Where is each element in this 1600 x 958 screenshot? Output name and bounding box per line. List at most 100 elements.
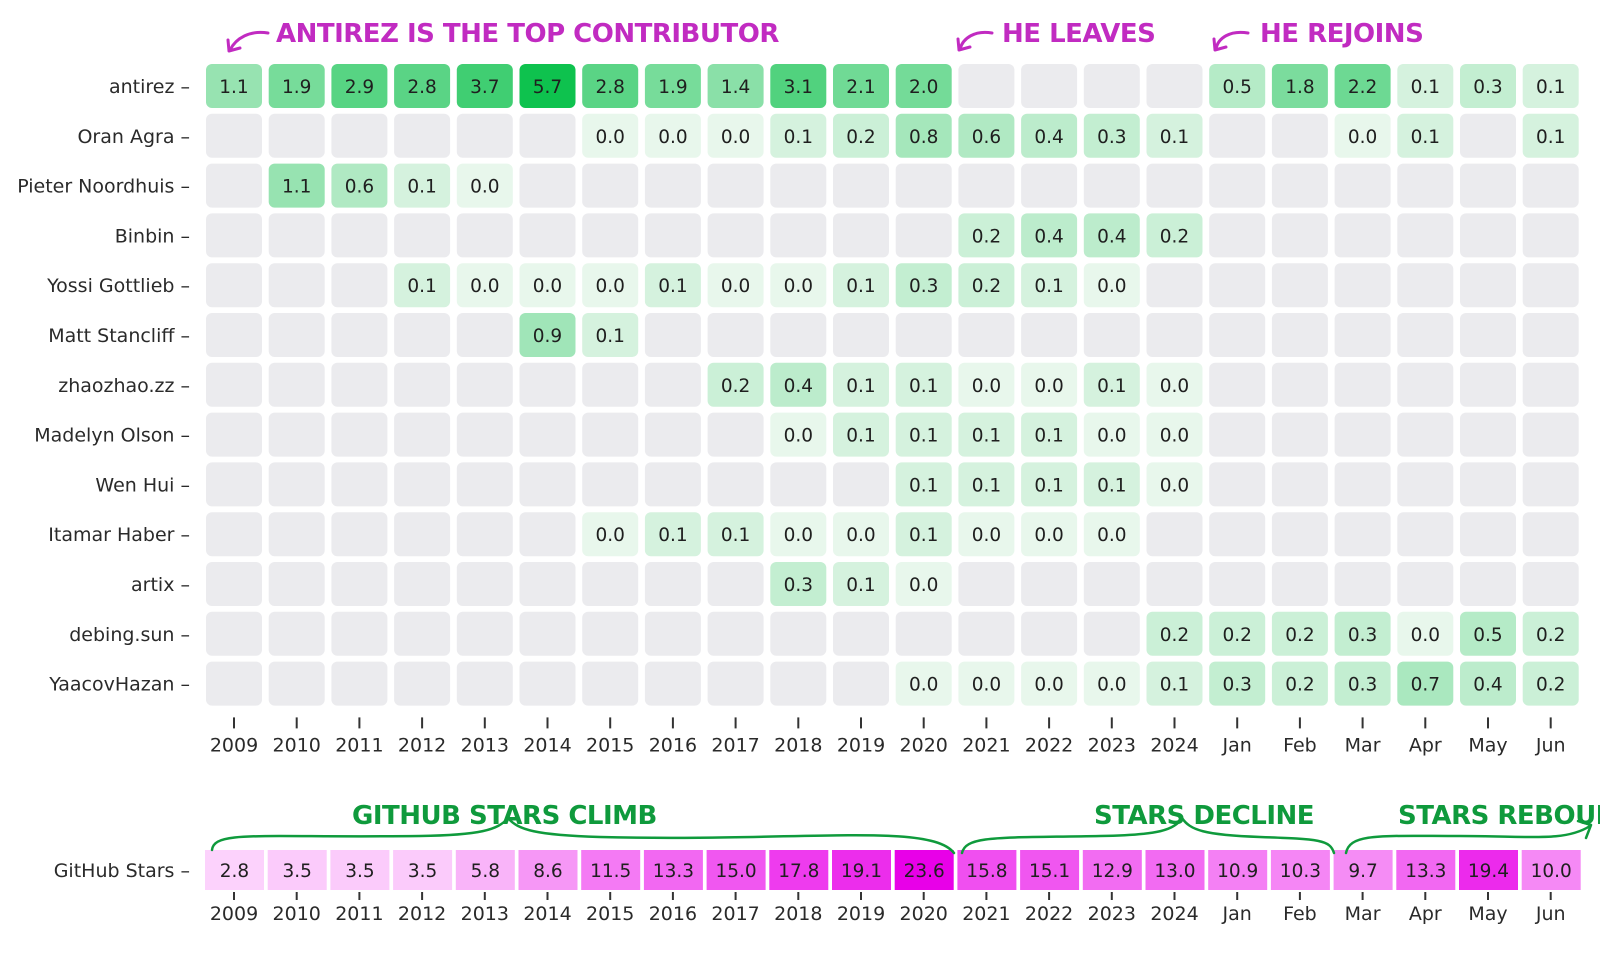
heatmap-cell	[206, 113, 262, 158]
cell-value: 1.4	[721, 77, 750, 98]
heatmap-cell	[1397, 362, 1454, 407]
heatmap-cell	[1334, 113, 1391, 158]
heatmap-cell	[582, 512, 639, 557]
heatmap-cell	[833, 213, 889, 258]
heatmap-cell	[206, 562, 262, 606]
stars-cell	[393, 850, 453, 890]
x-tick-label: 2014	[523, 734, 571, 756]
cell-value: 0.0	[470, 177, 499, 198]
stars-x-tick-label: 2010	[273, 903, 321, 925]
cell-value: 0.4	[1097, 226, 1126, 247]
x-tick-label: 2019	[837, 734, 885, 756]
stars-value: 23.6	[904, 861, 945, 882]
heatmap-cell	[456, 113, 513, 158]
heatmap-cell	[707, 462, 764, 507]
heatmap-cell	[1460, 213, 1516, 258]
heatmap-cell	[456, 562, 513, 606]
heatmap-cell	[331, 113, 388, 158]
heatmap-cell	[1209, 512, 1266, 557]
heatmap-cell	[1083, 64, 1140, 108]
cell-value: 0.0	[784, 276, 813, 297]
arrowhead-he-leaves	[956, 37, 972, 52]
heatmap-cell	[1021, 163, 1078, 208]
stars-cell	[455, 850, 515, 890]
heatmap-cell	[268, 113, 325, 158]
cell-value: 2.2	[1348, 77, 1377, 98]
arrowhead-stars-rebound	[1576, 819, 1593, 840]
heatmap-cell	[1209, 462, 1266, 507]
heatmap-cell	[958, 163, 1015, 208]
heatmap-cell	[1460, 412, 1516, 457]
stars-cell	[1082, 850, 1142, 890]
stars-cell	[1333, 850, 1393, 890]
annotation-he-leaves: HE LEAVES	[1002, 19, 1155, 49]
cell-value: 0.0	[1034, 675, 1063, 696]
cell-value: 0.2	[721, 376, 750, 397]
heatmap-cell	[519, 562, 576, 606]
heatmap-cell	[1021, 64, 1078, 108]
cell-value: 0.1	[909, 475, 938, 496]
cell-value: 0.2	[1285, 675, 1314, 696]
heatmap-cell	[895, 113, 952, 158]
heatmap-cell	[582, 562, 639, 606]
cell-value: 0.0	[595, 127, 624, 148]
x-tick-label: 2015	[586, 734, 634, 756]
cell-value: 0.1	[1097, 475, 1126, 496]
heatmap-cell	[895, 462, 952, 507]
heatmap-cell	[707, 611, 764, 656]
cell-value: 0.0	[1411, 625, 1440, 646]
heatmap-cell	[1334, 412, 1391, 457]
heatmap-cell	[1209, 562, 1266, 606]
heatmap-cell	[206, 611, 262, 656]
cell-value: 0.0	[1160, 475, 1189, 496]
heatmap-cell	[895, 562, 952, 606]
row-label: Oran Agra –	[77, 126, 190, 148]
heatmap-cell	[582, 462, 639, 507]
cell-value: 0.4	[1034, 226, 1063, 247]
cell-value: 0.0	[784, 426, 813, 447]
heatmap-cell	[644, 562, 701, 606]
heatmap-cell	[1146, 462, 1203, 507]
heatmap-cell	[1522, 611, 1579, 656]
heatmap-cell	[958, 512, 1015, 557]
stars-value: 17.8	[778, 861, 819, 882]
cell-value: 0.9	[533, 326, 562, 347]
cell-value: 0.0	[972, 675, 1001, 696]
stars-value: 3.5	[345, 861, 374, 882]
x-tick-label: 2022	[1025, 734, 1073, 756]
heatmap-cell	[1021, 661, 1078, 706]
stars-value: 10.3	[1280, 861, 1321, 882]
heatmap-cell	[1146, 412, 1203, 457]
heatmap-cell	[268, 562, 325, 606]
cell-value: 0.1	[1160, 127, 1189, 148]
cell-value: 0.2	[1536, 625, 1565, 646]
annotations-top	[226, 30, 1250, 53]
row-label: GitHub Stars –	[54, 860, 190, 882]
heatmap-cell	[770, 611, 827, 656]
heatmap-cell	[1083, 462, 1140, 507]
heatmap-cell	[958, 213, 1015, 258]
cell-value: 1.9	[658, 77, 687, 98]
cell-value: 0.0	[846, 525, 875, 546]
row-label: Yossi Gottlieb –	[46, 275, 190, 297]
heatmap-cell	[644, 412, 701, 457]
annotation-stars-rebound: STARS REBOUND	[1398, 801, 1600, 831]
cell-value: 0.0	[909, 575, 938, 596]
heatmap-cell	[1271, 263, 1328, 308]
heatmap-cell	[1334, 213, 1391, 258]
heatmap-cell	[707, 263, 764, 308]
heatmap-cell	[1397, 213, 1454, 258]
heatmap-cell	[1021, 412, 1078, 457]
stars-x-tick-label: 2009	[210, 903, 258, 925]
heatmap-cell	[707, 64, 764, 108]
heatmap-cell	[1271, 412, 1328, 457]
cell-value: 0.2	[1222, 625, 1251, 646]
cell-value: 0.1	[721, 525, 750, 546]
stars-cell	[1208, 850, 1268, 890]
heatmap-cell	[519, 213, 576, 258]
heatmap-cell	[268, 462, 325, 507]
x-tick-label: 2023	[1088, 734, 1136, 756]
cell-value: 0.2	[1160, 226, 1189, 247]
x-tick-label: 2020	[900, 734, 948, 756]
heatmap-cell	[833, 64, 889, 108]
